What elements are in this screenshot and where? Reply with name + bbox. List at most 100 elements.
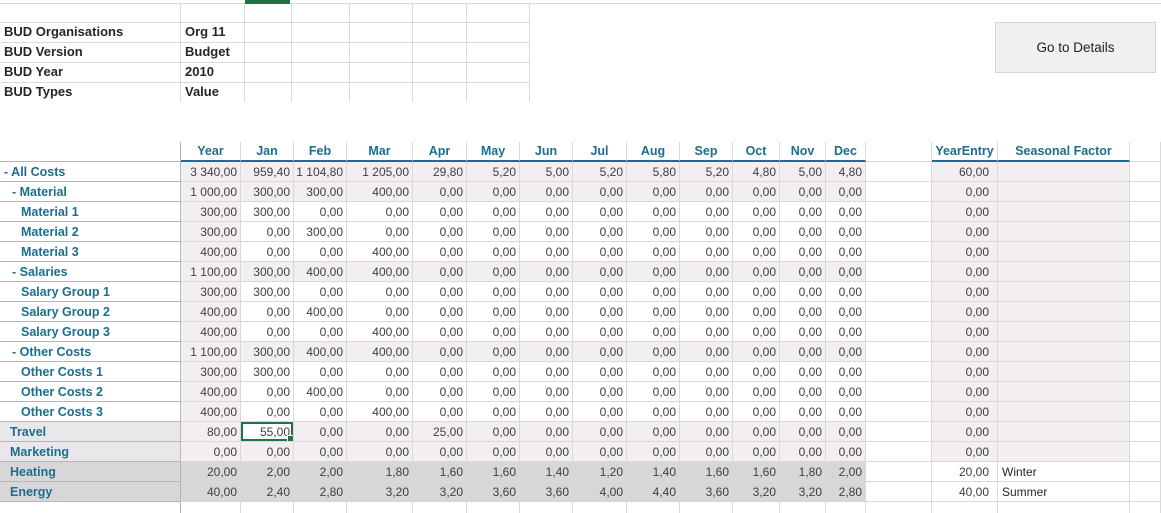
- spacer-cell[interactable]: [866, 362, 932, 382]
- cell-month[interactable]: 300,00: [241, 282, 294, 302]
- cell-month[interactable]: 400,00: [294, 342, 347, 362]
- cell-year-entry[interactable]: 0,00: [932, 282, 998, 302]
- cell-month[interactable]: 0,00: [347, 282, 413, 302]
- cell-month[interactable]: 0,00: [520, 322, 573, 342]
- cell-month[interactable]: 0,00: [733, 242, 780, 262]
- cell-month[interactable]: 0,00: [241, 382, 294, 402]
- spacer-cell[interactable]: [1130, 302, 1161, 322]
- cell-month[interactable]: 0,00: [347, 222, 413, 242]
- cell-month[interactable]: 2,00: [826, 462, 866, 482]
- cell-month[interactable]: 0,00: [680, 302, 733, 322]
- row-label[interactable]: Other Costs 3: [0, 402, 181, 422]
- cell-seasonal-factor[interactable]: [998, 322, 1130, 342]
- cell-month[interactable]: 1,60: [733, 462, 780, 482]
- cell-month[interactable]: 0,00: [680, 442, 733, 462]
- cell-month[interactable]: 1,40: [627, 462, 680, 482]
- cell-month[interactable]: 1 104,80: [294, 162, 347, 182]
- row-label[interactable]: Material 1: [0, 202, 181, 222]
- spacer-column-header[interactable]: [866, 142, 932, 162]
- spacer-cell[interactable]: [1130, 402, 1161, 422]
- cell-month[interactable]: 0,00: [294, 402, 347, 422]
- cell-month[interactable]: 400,00: [294, 302, 347, 322]
- cell-month[interactable]: 0,00: [826, 402, 866, 422]
- cell-month[interactable]: 0,00: [826, 442, 866, 462]
- cell-month[interactable]: 4,80: [733, 162, 780, 182]
- cell-month[interactable]: 0,00: [680, 242, 733, 262]
- cell-month[interactable]: 0,00: [520, 422, 573, 442]
- empty-cell[interactable]: [467, 502, 520, 513]
- cell-month[interactable]: 0,00: [294, 322, 347, 342]
- cell-month[interactable]: 0,00: [680, 222, 733, 242]
- cell-month[interactable]: 4,00: [573, 482, 627, 502]
- cell-year[interactable]: 300,00: [181, 282, 241, 302]
- cell-month[interactable]: 0,00: [733, 222, 780, 242]
- cell-year[interactable]: 20,00: [181, 462, 241, 482]
- row-label[interactable]: - Other Costs: [0, 342, 181, 362]
- row-label[interactable]: Marketing: [0, 442, 181, 462]
- cell-month[interactable]: 0,00: [733, 362, 780, 382]
- cell-year-entry[interactable]: 0,00: [932, 362, 998, 382]
- cell-month[interactable]: 0,00: [780, 242, 826, 262]
- cell-month[interactable]: 0,00: [733, 262, 780, 282]
- row-label[interactable]: Energy: [0, 482, 181, 502]
- cell-year[interactable]: 1 000,00: [181, 182, 241, 202]
- cell-month[interactable]: 0,00: [573, 362, 627, 382]
- cell-month[interactable]: 0,00: [520, 362, 573, 382]
- cell-month[interactable]: 25,00: [413, 422, 467, 442]
- cell-year[interactable]: 300,00: [181, 202, 241, 222]
- row-label[interactable]: Travel: [0, 422, 181, 442]
- cell-month[interactable]: 0,00: [467, 402, 520, 422]
- spacer-cell[interactable]: [866, 202, 932, 222]
- spacer-cell[interactable]: [866, 342, 932, 362]
- cell-year-entry[interactable]: 0,00: [932, 222, 998, 242]
- cell-month[interactable]: 0,00: [573, 402, 627, 422]
- cell-month[interactable]: 0,00: [347, 362, 413, 382]
- cell-month[interactable]: 0,00: [573, 342, 627, 362]
- row-label[interactable]: Salary Group 3: [0, 322, 181, 342]
- cell-month[interactable]: 0,00: [780, 422, 826, 442]
- cell-month[interactable]: 0,00: [733, 282, 780, 302]
- empty-cell[interactable]: [866, 502, 932, 513]
- cell-month[interactable]: 5,00: [520, 162, 573, 182]
- cell-month[interactable]: 0,00: [826, 282, 866, 302]
- cell-month[interactable]: 1 205,00: [347, 162, 413, 182]
- spacer-cell[interactable]: [866, 402, 932, 422]
- cell-month[interactable]: 0,00: [627, 382, 680, 402]
- spacer-cell[interactable]: [1130, 422, 1161, 442]
- cell-month[interactable]: 0,00: [780, 202, 826, 222]
- empty-cell[interactable]: [826, 502, 866, 513]
- cell-month[interactable]: 0,00: [347, 202, 413, 222]
- cell-month[interactable]: 0,00: [680, 262, 733, 282]
- cell-month[interactable]: 0,00: [627, 302, 680, 322]
- cell-month[interactable]: 0,00: [294, 362, 347, 382]
- cell-month[interactable]: 400,00: [347, 242, 413, 262]
- cell-month[interactable]: 400,00: [347, 402, 413, 422]
- cell-month[interactable]: 0,00: [241, 222, 294, 242]
- column-header-oct[interactable]: Oct: [733, 142, 780, 162]
- cell-month[interactable]: 0,00: [780, 442, 826, 462]
- row-label[interactable]: Material 2: [0, 222, 181, 242]
- cell-year-entry[interactable]: 0,00: [932, 342, 998, 362]
- cell-month[interactable]: 0,00: [627, 442, 680, 462]
- row-label[interactable]: Heating: [0, 462, 181, 482]
- row-label[interactable]: Material 3: [0, 242, 181, 262]
- cell-month[interactable]: 0,00: [467, 262, 520, 282]
- cell-month[interactable]: 2,00: [294, 462, 347, 482]
- cell-month[interactable]: 0,00: [520, 442, 573, 462]
- empty-cell[interactable]: [347, 502, 413, 513]
- cell-month[interactable]: 0,00: [413, 242, 467, 262]
- cell-year-entry[interactable]: 0,00: [932, 422, 998, 442]
- spacer-cell[interactable]: [1130, 462, 1161, 482]
- cell-month[interactable]: 0,00: [733, 442, 780, 462]
- spacer-cell[interactable]: [866, 482, 932, 502]
- cell-month[interactable]: 0,00: [573, 202, 627, 222]
- column-header-jan[interactable]: Jan: [241, 142, 294, 162]
- empty-cell[interactable]: [1130, 502, 1161, 513]
- cell-month[interactable]: 400,00: [347, 342, 413, 362]
- cell-month[interactable]: 0,00: [826, 262, 866, 282]
- spacer-cell[interactable]: [1130, 382, 1161, 402]
- cell-year[interactable]: 300,00: [181, 362, 241, 382]
- empty-cell[interactable]: [680, 502, 733, 513]
- cell-month[interactable]: 0,00: [520, 342, 573, 362]
- cell-month[interactable]: 400,00: [347, 322, 413, 342]
